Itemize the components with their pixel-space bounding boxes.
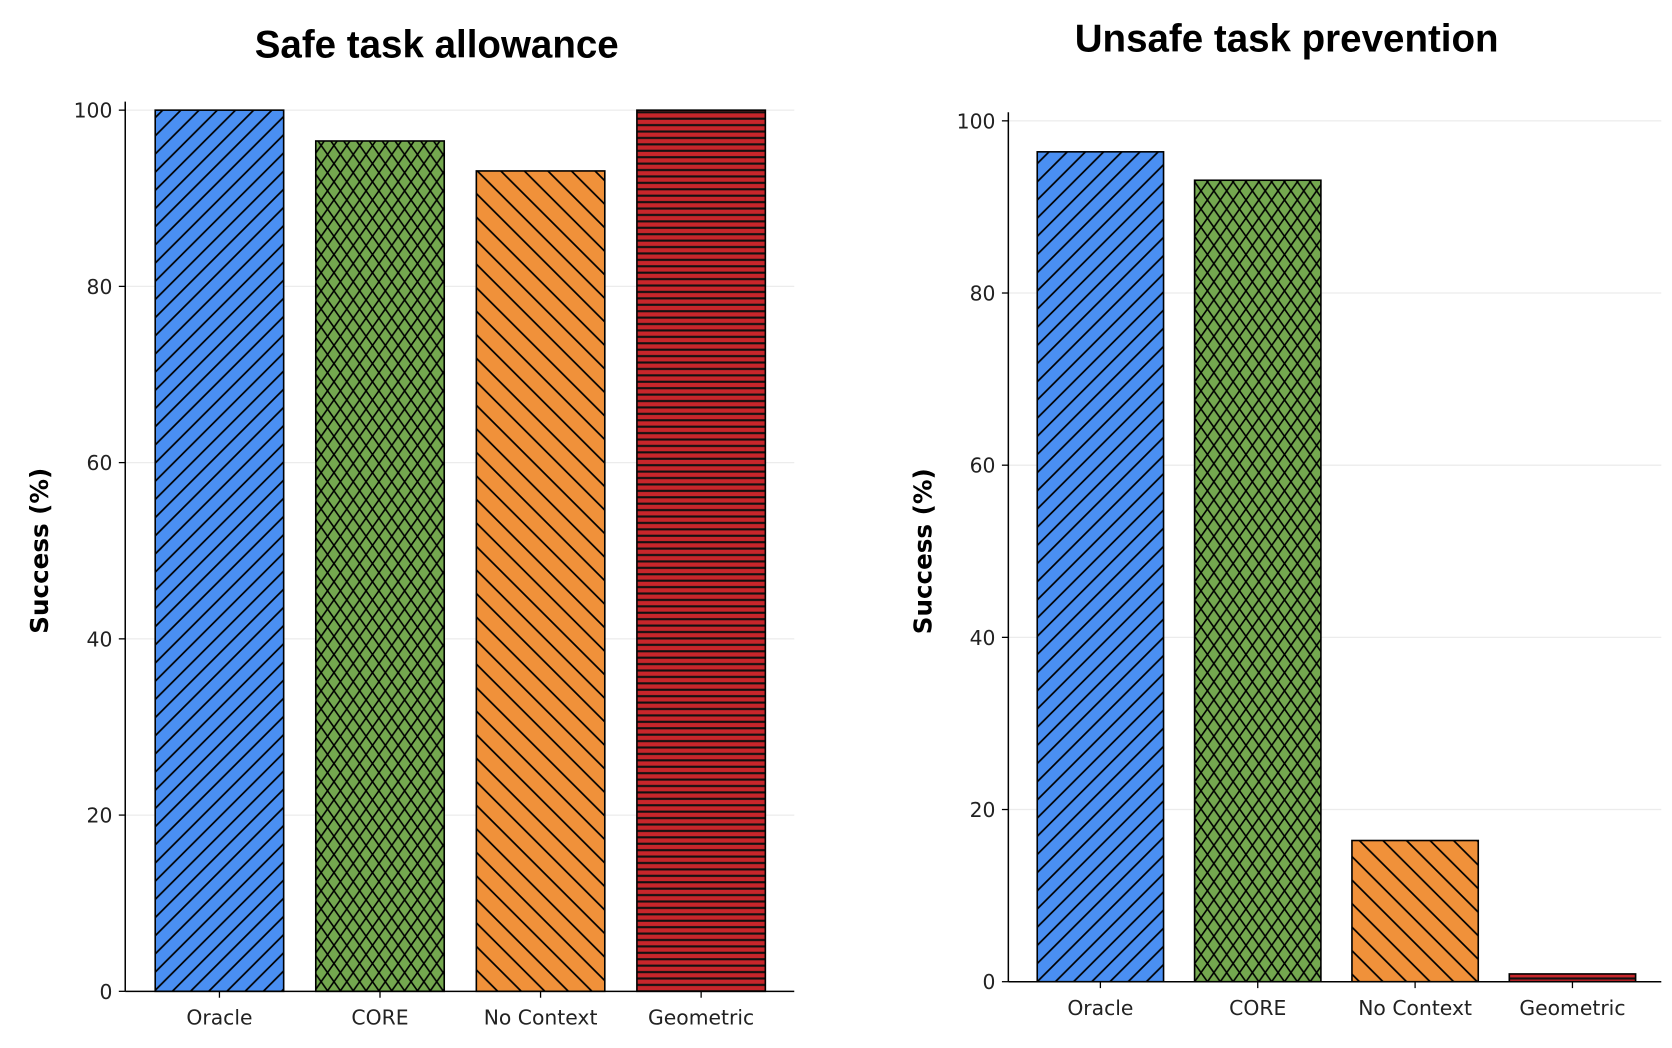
x-tick-label: CORE — [351, 1005, 408, 1029]
y-tick-label: 20 — [970, 798, 996, 822]
bar-geometric — [636, 109, 767, 993]
y-tick-label: 100 — [74, 99, 113, 123]
bar-hatch — [475, 170, 606, 993]
x-tick-label: Geometric — [648, 1005, 754, 1029]
y-tick-label: 80 — [970, 282, 996, 306]
chart-title: Unsafe task prevention — [1075, 17, 1499, 60]
chart-title: Safe task allowance — [255, 24, 619, 67]
bar-hatch — [636, 109, 767, 993]
bar-hatch — [1193, 179, 1322, 983]
bar-core — [1193, 179, 1322, 983]
bar-oracle — [1036, 151, 1165, 983]
x-tick-label: CORE — [1229, 996, 1286, 1020]
bar-no-context — [1351, 839, 1480, 983]
bar-no-context — [475, 170, 606, 993]
chart-safe-task-allowance: Safe task allowance Success (%) 0 20 40 60 80 1… — [25, 24, 795, 1029]
x-tick-label: Geometric — [1519, 996, 1625, 1020]
bar-hatch — [1508, 973, 1637, 983]
bar-hatch — [154, 109, 285, 993]
y-tick-label: 100 — [957, 109, 996, 133]
y-tick-label: 40 — [87, 627, 113, 651]
bar-geometric — [1508, 973, 1637, 983]
y-tick-label: 60 — [87, 451, 113, 475]
y-tick-label: 60 — [970, 454, 996, 478]
bar-hatch — [1036, 151, 1165, 983]
y-axis-label: Success (%) — [908, 468, 937, 634]
y-tick-label: 40 — [970, 626, 996, 650]
x-tick-label: No Context — [1358, 996, 1472, 1020]
y-tick-label: 0 — [983, 970, 996, 994]
y-tick-label: 20 — [87, 804, 113, 828]
chart-unsafe-task-prevention: Unsafe task prevention Success (%) 0 20 40 60… — [908, 17, 1662, 1020]
x-tick-label: No Context — [484, 1005, 598, 1029]
x-tick-label: Oracle — [186, 1005, 252, 1029]
bar-oracle — [154, 109, 285, 993]
y-tick-label: 80 — [87, 275, 113, 299]
x-tick-label: Oracle — [1067, 996, 1133, 1020]
bar-core — [314, 140, 446, 993]
bar-hatch — [1351, 839, 1480, 983]
bar-hatch — [314, 140, 446, 993]
y-axis-label: Success (%) — [25, 468, 54, 634]
y-tick-label: 0 — [99, 980, 112, 1004]
